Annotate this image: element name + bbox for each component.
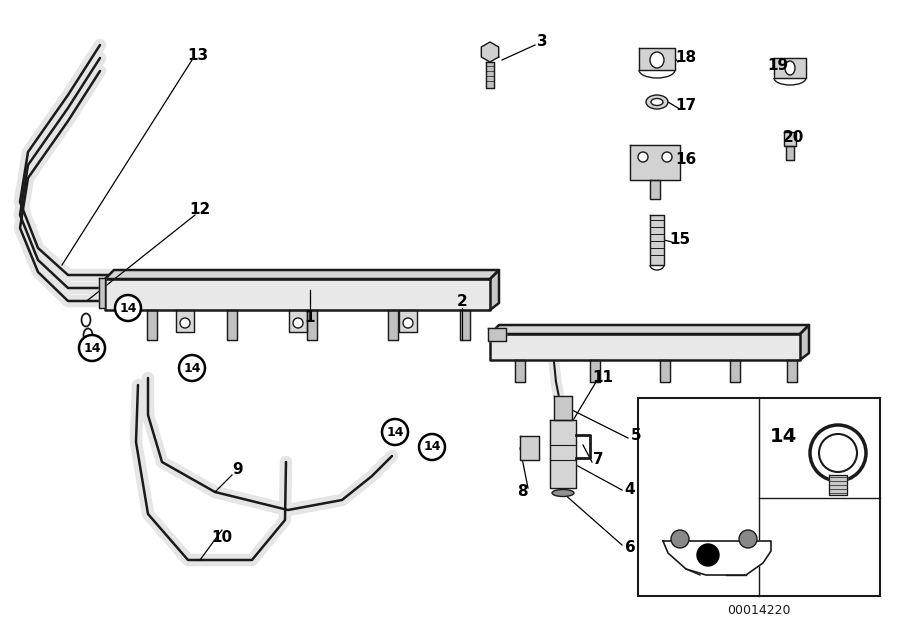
Ellipse shape [785, 61, 795, 75]
Text: 15: 15 [670, 232, 690, 248]
Polygon shape [520, 436, 539, 460]
Polygon shape [147, 310, 157, 340]
Polygon shape [786, 146, 794, 160]
Text: 8: 8 [517, 485, 527, 500]
Text: 20: 20 [782, 131, 804, 145]
Polygon shape [784, 132, 796, 146]
Polygon shape [289, 310, 307, 332]
Polygon shape [307, 310, 317, 340]
Circle shape [79, 335, 105, 361]
Polygon shape [99, 278, 105, 308]
Circle shape [638, 152, 648, 162]
Polygon shape [829, 475, 847, 495]
Polygon shape [663, 541, 771, 575]
Polygon shape [488, 328, 506, 341]
Polygon shape [490, 334, 800, 360]
Text: 5: 5 [631, 427, 642, 443]
Text: 3: 3 [536, 34, 547, 50]
Polygon shape [490, 270, 499, 310]
Polygon shape [105, 270, 499, 279]
Polygon shape [176, 310, 194, 332]
Text: 14: 14 [119, 302, 137, 314]
Circle shape [697, 544, 719, 566]
Text: 14: 14 [423, 441, 441, 453]
Polygon shape [787, 360, 797, 382]
Polygon shape [650, 215, 664, 265]
Ellipse shape [86, 344, 94, 356]
Circle shape [671, 530, 689, 548]
Text: 16: 16 [675, 152, 697, 168]
Ellipse shape [82, 314, 91, 326]
Polygon shape [630, 145, 680, 180]
Circle shape [662, 152, 672, 162]
Text: 14: 14 [770, 427, 797, 446]
Text: 4: 4 [625, 483, 635, 497]
Polygon shape [388, 310, 398, 340]
Polygon shape [554, 396, 572, 420]
Polygon shape [730, 360, 740, 382]
Polygon shape [800, 325, 809, 360]
Polygon shape [490, 325, 809, 334]
Circle shape [382, 419, 408, 445]
Circle shape [293, 318, 303, 328]
Circle shape [403, 318, 413, 328]
Polygon shape [399, 310, 417, 332]
Text: 12: 12 [189, 203, 211, 218]
Circle shape [115, 295, 141, 321]
Polygon shape [650, 180, 660, 199]
Text: 7: 7 [593, 453, 603, 467]
Polygon shape [105, 279, 490, 310]
Text: 14: 14 [386, 425, 404, 439]
Text: 13: 13 [187, 48, 209, 62]
Polygon shape [590, 360, 600, 382]
Circle shape [179, 355, 205, 381]
Text: 19: 19 [768, 58, 788, 72]
Ellipse shape [84, 328, 93, 342]
Polygon shape [515, 360, 525, 382]
Ellipse shape [552, 490, 574, 497]
Text: 14: 14 [83, 342, 101, 354]
Circle shape [180, 318, 190, 328]
Circle shape [739, 530, 757, 548]
Text: 11: 11 [592, 370, 614, 385]
Text: 1: 1 [305, 311, 315, 326]
Polygon shape [660, 360, 670, 382]
Polygon shape [774, 58, 806, 78]
Text: 14: 14 [184, 361, 201, 375]
Bar [638, 398, 880, 596]
Circle shape [819, 434, 857, 472]
Ellipse shape [651, 98, 663, 105]
Polygon shape [639, 48, 675, 70]
Text: 9: 9 [233, 462, 243, 478]
Polygon shape [550, 420, 576, 488]
Text: 17: 17 [675, 98, 697, 112]
Polygon shape [486, 62, 494, 88]
Text: 2: 2 [456, 295, 467, 309]
Text: 10: 10 [212, 530, 232, 545]
Circle shape [419, 434, 445, 460]
Text: 6: 6 [625, 540, 635, 556]
Text: 00014220: 00014220 [727, 603, 791, 617]
Ellipse shape [650, 52, 664, 68]
Ellipse shape [646, 95, 668, 109]
Text: 18: 18 [675, 51, 697, 65]
Polygon shape [482, 42, 499, 62]
Polygon shape [227, 310, 237, 340]
Polygon shape [460, 310, 470, 340]
